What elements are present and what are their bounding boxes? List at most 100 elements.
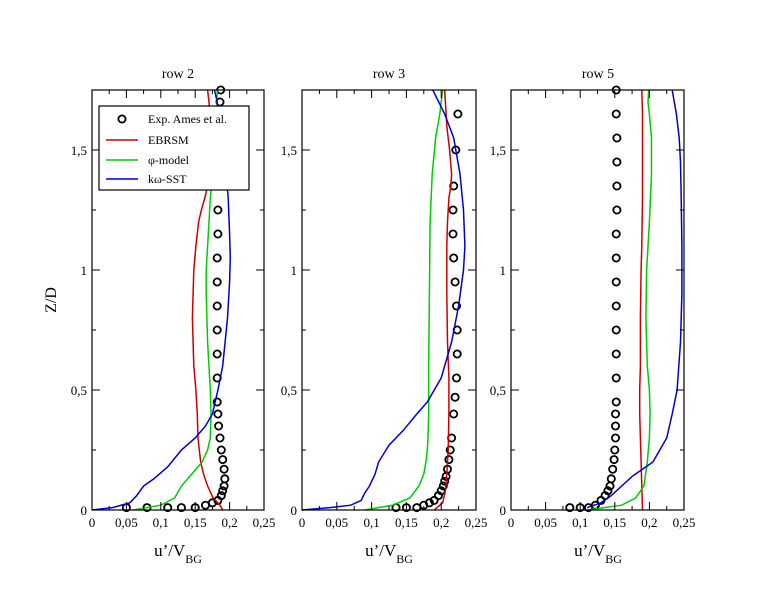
y-tick-label: 1,5 [71,143,87,158]
y-tick-label: 0 [500,503,507,518]
data-point-exp [603,486,613,496]
data-point-exp [611,349,621,359]
x-axis-label-main: u’/V [365,541,397,560]
x-tick-label: 0,25 [673,515,696,530]
legend-label-phi: φ-model [148,153,190,167]
x-axis-label-sub: BG [605,552,622,566]
data-point-exp [609,455,619,465]
y-tick-label: 1,5 [490,143,506,158]
panel-title: row 5 [582,67,614,82]
data-point-exp [452,349,462,359]
data-point-exp [212,253,222,263]
legend-label-exp: Exp. Ames et al. [148,112,227,126]
y-tick-label: 0,5 [281,383,297,398]
data-point-exp [215,433,225,443]
legend-box [98,105,250,191]
panel-marks: 0 0,05 0,1 0,15 0,2 0,25 0 0,5 1 1,5 [281,89,488,530]
x-tick-label: 0,15 [603,515,626,530]
x-tick-label: 0,05 [534,515,557,530]
x-axis-label-main: u’/V [574,541,606,560]
data-point-exp [449,181,459,191]
data-point-exp [448,229,458,239]
series-line-ebrsm [433,89,453,511]
y-tick-label: 1 [500,263,507,278]
data-point-exp [444,455,454,465]
data-point-exp [611,373,621,383]
x-tick-label: 0,2 [433,515,449,530]
x-tick-label: 0 [299,515,306,530]
x-tick-label: 0,15 [395,515,418,530]
legend-label-sst: kω-SST [148,172,187,186]
data-point-exp [611,301,621,311]
data-point-exp [438,481,448,491]
y-tick-label: 1 [291,263,298,278]
data-point-exp [612,181,622,191]
y-tick-label: 0,5 [71,383,87,398]
series-line-model [586,89,653,511]
data-point-exp [212,397,222,407]
panel-row-5: row 5 u’/VBG 0 0,05 0,1 0,15 0,2 0,25 0 0,5 1 1,5 [490,67,696,566]
data-point-exp [212,301,222,311]
data-point-exp [163,503,173,513]
data-point-exp [611,433,621,443]
data-point-exp [611,229,621,239]
x-tick-label: 0,2 [641,515,657,530]
data-point-exp [451,301,461,311]
data-point-exp [448,205,458,215]
x-axis-label: u’/VBG [365,541,413,566]
x-tick-label: 0 [508,515,515,530]
data-point-exp [440,476,450,486]
panel-marks: 0 0,05 0,1 0,15 0,2 0,25 0 0,5 1 1,5 [71,85,276,530]
panel-title: row 2 [162,67,194,82]
x-tick-label: 0,2 [221,515,237,530]
x-axis-label: u’/VBG [574,541,622,566]
x-tick-label: 0,25 [465,515,488,530]
data-point-exp [611,421,621,431]
data-point-exp [212,325,222,335]
data-point-exp [445,445,455,455]
series-line-k-sst [586,89,683,509]
x-tick-label: 0,05 [115,515,138,530]
data-point-exp [213,409,223,419]
data-point-exp [216,445,226,455]
data-point-exp [453,109,463,119]
series-line-model [364,89,444,511]
data-point-exp [449,409,459,419]
x-tick-label: 0,1 [153,515,169,530]
panel-row-3: row 3 u’/VBG 0 0,05 0,1 0,15 0,2 0,25 0 0,5 1 1,5 [281,67,488,566]
data-point-exp [449,253,459,263]
x-tick-label: 0,25 [253,515,276,530]
y-tick-label: 1 [81,263,88,278]
data-point-exp [451,373,461,383]
data-point-exp [611,109,621,119]
data-point-exp [611,253,621,263]
data-point-exp [608,464,618,474]
x-tick-label: 0,1 [363,515,379,530]
data-point-exp [218,455,228,465]
x-axis-label-sub: BG [185,552,202,566]
x-axis-label: u’/VBG [154,541,202,566]
panel-title: row 3 [373,67,405,82]
data-point-exp [220,474,230,484]
series-line-ebrsm [638,89,644,511]
y-tick-label: 1,5 [281,143,297,158]
y-tick-label: 0 [291,503,298,518]
y-tick-label: 0 [81,503,88,518]
data-point-exp [611,325,621,335]
data-point-exp [219,464,229,474]
x-tick-label: 0,05 [325,515,348,530]
data-point-exp [212,277,222,287]
x-tick-label: 0 [89,515,96,530]
data-point-exp [216,491,226,501]
legend-marker-exp [117,114,127,124]
data-point-exp [611,277,621,287]
data-point-exp [611,397,621,407]
data-point-exp [218,486,228,496]
data-point-exp [610,445,620,455]
panel-marks: 0 0,05 0,1 0,15 0,2 0,25 0 0,5 1 1,5 [490,85,696,530]
series-line-k-sst [301,89,466,511]
data-point-exp [212,349,222,359]
panel-row-2: row 2 Z/D u’/VBG 0 0,05 0,1 0,15 0,2 0,25 0 0,5… [43,67,275,566]
legend: Exp. Ames et al. EBRSM φ-model kω-SST [98,105,250,191]
